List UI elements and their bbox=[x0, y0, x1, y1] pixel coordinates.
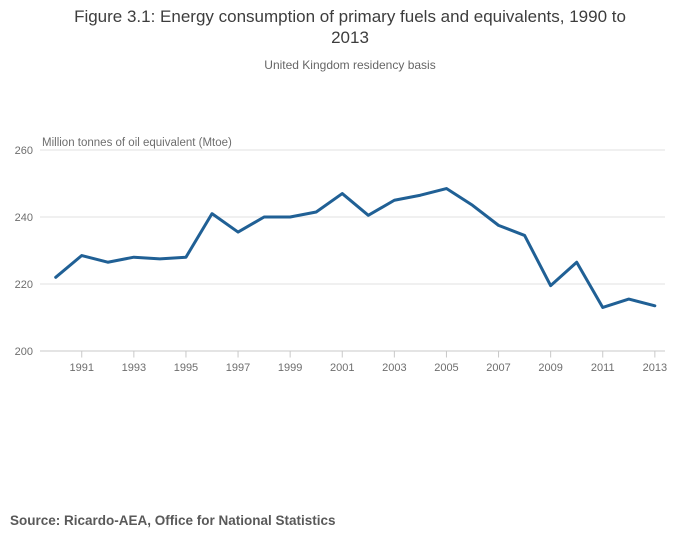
chart-subtitle: United Kingdom residency basis bbox=[264, 58, 436, 72]
x-tick-label: 1993 bbox=[122, 362, 146, 374]
x-tick-label: 1991 bbox=[70, 362, 94, 374]
x-tick-label: 2009 bbox=[538, 362, 562, 374]
x-tick-label: 2013 bbox=[643, 362, 667, 374]
x-tick-label: 1995 bbox=[174, 362, 198, 374]
chart-title: Figure 3.1: Energy consumption of primar… bbox=[74, 7, 626, 47]
x-tick-label: 2007 bbox=[486, 362, 510, 374]
y-axis-unit-label: Million tonnes of oil equivalent (Mtoe) bbox=[42, 137, 232, 149]
y-tick-label: 260 bbox=[15, 145, 33, 157]
x-tick-label: 1997 bbox=[226, 362, 250, 374]
x-tick-label: 2011 bbox=[591, 362, 615, 374]
y-tick-label: 200 bbox=[15, 346, 33, 358]
x-tick-label: 2005 bbox=[434, 362, 458, 374]
x-tick-label: 2003 bbox=[382, 362, 406, 374]
x-tick-label: 2001 bbox=[330, 362, 354, 374]
y-tick-label: 220 bbox=[15, 279, 33, 291]
y-tick-label: 240 bbox=[15, 212, 33, 224]
x-tick-label: 1999 bbox=[278, 362, 302, 374]
data-line bbox=[54, 187, 657, 309]
source-note: Source: Ricardo-AEA, Office for National… bbox=[10, 513, 336, 528]
line-chart: 200 220 240 260 1991 1993 1995 1997 1999 2001 2003… bbox=[15, 137, 667, 374]
